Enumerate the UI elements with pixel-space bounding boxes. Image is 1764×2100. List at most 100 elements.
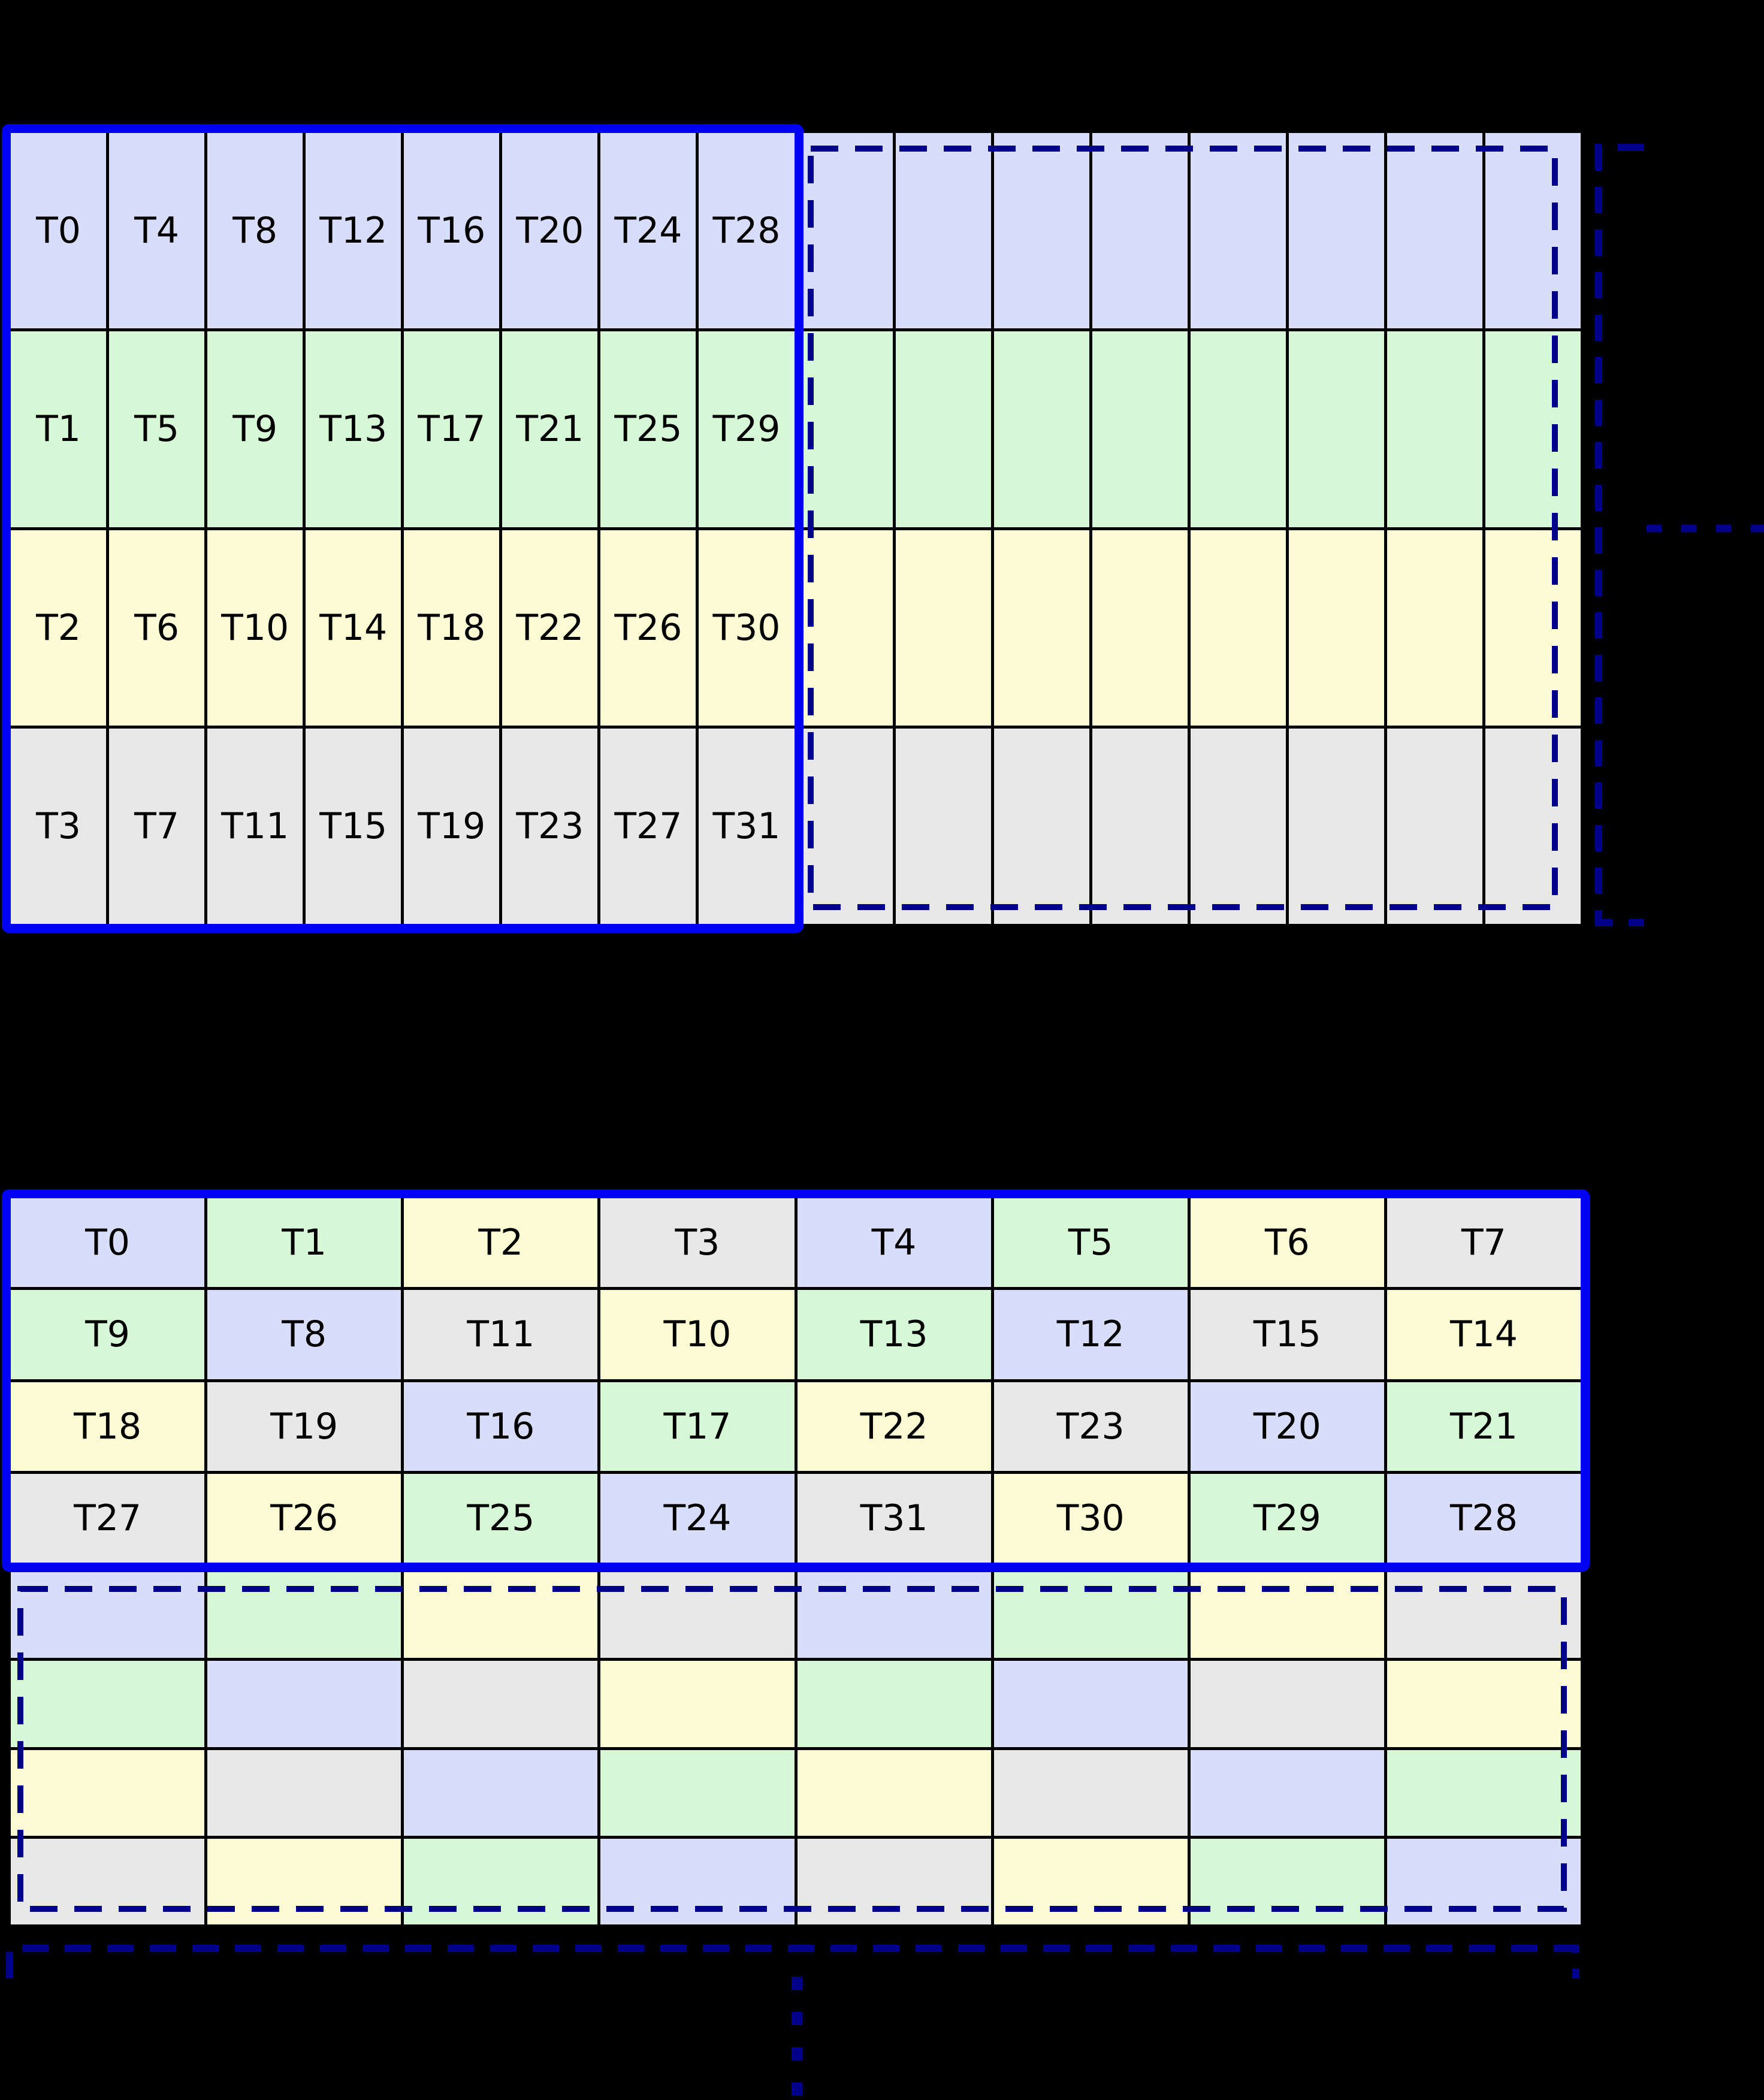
memory-cell	[797, 530, 893, 726]
thread-cell: T21	[502, 331, 598, 527]
memory-cell	[404, 1661, 598, 1747]
memory-cell	[797, 331, 893, 527]
thread-cell: T8	[207, 1290, 401, 1379]
thread-cell: T26	[207, 1473, 401, 1563]
thread-cell: T22	[502, 530, 598, 726]
thread-cell: T5	[993, 1198, 1188, 1288]
memory-cell	[895, 530, 991, 726]
memory-cell	[993, 1750, 1188, 1836]
memory-cell	[1092, 728, 1188, 924]
thread-cell: T2	[404, 1198, 598, 1288]
thread-cell: T21	[1387, 1382, 1581, 1471]
memory-cell	[1190, 1661, 1384, 1747]
memory-cell	[895, 133, 991, 329]
memory-cell	[404, 1838, 598, 1924]
thread-cell: T14	[306, 530, 401, 726]
thread-cell: T5	[109, 331, 205, 527]
thread-cell: T24	[600, 1473, 795, 1563]
memory-cell	[207, 1750, 401, 1836]
thread-cell: T12	[993, 1290, 1188, 1379]
bottom-swizzled-thread-grid: T0 T1 T2 T3 T4 T5 T6 T7 T9 T8 T11 T10 T13 T12 T15 T14 T1…	[11, 1198, 1581, 1563]
memory-cell	[207, 1838, 401, 1924]
thread-cell: T17	[600, 1382, 795, 1471]
memory-cell	[1485, 530, 1581, 726]
thread-cell: T15	[306, 728, 401, 924]
memory-cell	[993, 728, 1089, 924]
thread-cell: T6	[109, 530, 205, 726]
memory-cell	[11, 1572, 205, 1658]
thread-cell: T4	[797, 1198, 991, 1288]
memory-cell	[797, 1838, 991, 1924]
thread-cell: T18	[404, 530, 500, 726]
top-thread-grid: T0 T4 T8 T12 T16 T20 T24 T28 T1 T5 T9 T13 T17 T21 T25 T…	[11, 133, 1581, 924]
thread-cell: T28	[699, 133, 795, 329]
memory-cell	[1485, 331, 1581, 527]
thread-cell: T30	[993, 1473, 1188, 1563]
memory-cell	[1092, 331, 1188, 527]
memory-cell	[797, 1661, 991, 1747]
thread-cell: T31	[699, 728, 795, 924]
thread-cell: T11	[207, 728, 303, 924]
thread-cell: T10	[600, 1290, 795, 1379]
thread-cell: T29	[1190, 1473, 1384, 1563]
memory-cell	[895, 728, 991, 924]
bottom-swizzled-grid-repeat	[11, 1572, 1581, 1924]
thread-cell: T28	[1387, 1473, 1581, 1563]
thread-cell: T9	[11, 1290, 205, 1379]
memory-cell	[1190, 1572, 1384, 1658]
memory-cell	[993, 1572, 1188, 1658]
memory-cell	[1288, 133, 1384, 329]
top-right-continuation-bracket	[1595, 144, 1644, 926]
memory-cell	[1190, 530, 1286, 726]
thread-cell: T18	[11, 1382, 205, 1471]
memory-cell	[993, 331, 1089, 527]
memory-cell	[993, 1661, 1188, 1747]
thread-cell: T25	[600, 331, 696, 527]
thread-cell: T7	[1387, 1198, 1581, 1288]
memory-cell	[1092, 133, 1188, 329]
memory-cell	[404, 1572, 598, 1658]
memory-cell	[1288, 331, 1384, 527]
memory-cell	[1190, 133, 1286, 329]
memory-cell	[1387, 1750, 1581, 1836]
memory-cell	[404, 1750, 598, 1836]
memory-cell	[1387, 1661, 1581, 1747]
thread-cell: T11	[404, 1290, 598, 1379]
thread-cell: T31	[797, 1473, 991, 1563]
memory-cell	[1190, 1838, 1384, 1924]
memory-cell	[207, 1572, 401, 1658]
memory-cell	[1190, 1750, 1384, 1836]
memory-cell	[993, 1838, 1188, 1924]
thread-cell: T15	[1190, 1290, 1384, 1379]
thread-cell: T26	[600, 530, 696, 726]
thread-cell: T13	[306, 331, 401, 527]
thread-cell: T19	[207, 1382, 401, 1471]
thread-cell: T1	[207, 1198, 401, 1288]
memory-cell	[797, 728, 893, 924]
memory-cell	[1485, 728, 1581, 924]
thread-cell: T23	[993, 1382, 1188, 1471]
thread-cell: T29	[699, 331, 795, 527]
thread-cell: T30	[699, 530, 795, 726]
memory-cell	[797, 133, 893, 329]
memory-cell	[797, 1750, 991, 1836]
thread-cell: T6	[1190, 1198, 1384, 1288]
thread-cell: T27	[600, 728, 696, 924]
thread-cell: T10	[207, 530, 303, 726]
thread-cell: T27	[11, 1473, 205, 1563]
thread-cell: T3	[11, 728, 107, 924]
thread-cell: T13	[797, 1290, 991, 1379]
memory-cell	[1190, 728, 1286, 924]
thread-cell: T20	[502, 133, 598, 329]
thread-cell: T22	[797, 1382, 991, 1471]
thread-cell: T14	[1387, 1290, 1581, 1379]
thread-cell: T24	[600, 133, 696, 329]
memory-cell	[895, 331, 991, 527]
memory-cell	[1288, 530, 1384, 726]
thread-cell: T8	[207, 133, 303, 329]
memory-cell	[600, 1838, 795, 1924]
thread-cell: T16	[404, 1382, 598, 1471]
thread-cell: T9	[207, 331, 303, 527]
memory-cell	[1387, 133, 1482, 329]
memory-cell	[1387, 1838, 1581, 1924]
